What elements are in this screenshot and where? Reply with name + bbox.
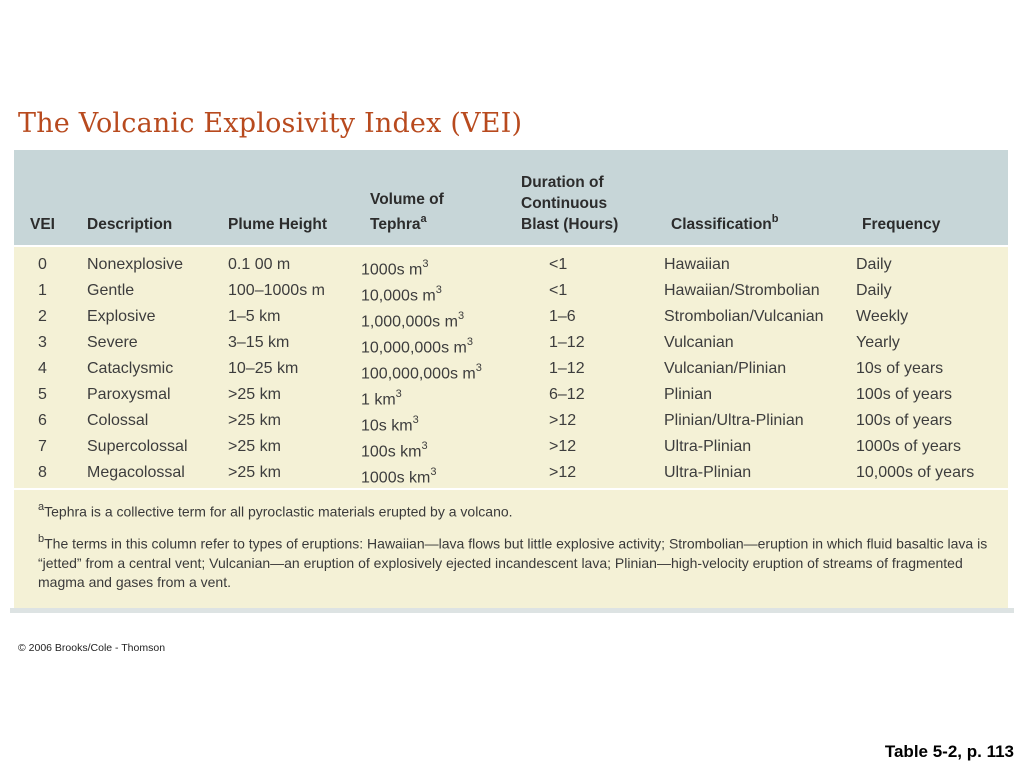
cell-description: Cataclysmic — [87, 360, 174, 377]
cell-volume: 100,000,000s m3 — [361, 362, 482, 383]
cell-vei: 7 — [38, 438, 47, 455]
cell-vei: 3 — [38, 334, 47, 351]
cell-duration: >12 — [549, 464, 577, 481]
cell-plume-height: 3–15 km — [228, 334, 290, 351]
footnote-divider — [14, 488, 1008, 490]
cell-vei: 4 — [38, 360, 47, 377]
cell-volume: 1000s m3 — [361, 258, 429, 279]
vei-table: VEI Description Plume Height Volume of T… — [14, 150, 1008, 608]
cell-classification: Ultra-Plinian — [664, 464, 752, 481]
header-duration: Duration of Continuous Blast (Hours) — [521, 174, 619, 233]
cell-vei: 6 — [38, 412, 47, 429]
cell-volume: 10,000,000s m3 — [361, 336, 473, 357]
cell-description: Nonexplosive — [87, 256, 184, 273]
cell-vei: 5 — [38, 386, 47, 403]
cell-duration: 6–12 — [549, 386, 585, 403]
cell-plume-height: 1–5 km — [228, 308, 281, 325]
cell-volume: 100s km3 — [361, 440, 428, 461]
cell-classification: Vulcanian/Plinian — [664, 360, 787, 377]
cell-frequency: 10s of years — [856, 360, 944, 377]
header-divider — [14, 245, 1008, 247]
table-bottom-strip — [10, 608, 1014, 613]
cell-frequency: 10,000s of years — [856, 464, 975, 481]
cell-plume-height: >25 km — [228, 412, 281, 429]
cell-frequency: 100s of years — [856, 412, 953, 429]
cell-frequency: Yearly — [856, 334, 900, 351]
cell-duration: 1–12 — [549, 334, 585, 351]
cell-frequency: Weekly — [856, 308, 909, 325]
page-title: The Volcanic Explosivity Index (VEI) — [18, 108, 523, 139]
header-plume-height: Plume Height — [228, 216, 328, 233]
footnote-a: aTephra is a collective term for all pyr… — [38, 501, 513, 520]
cell-classification: Plinian/Ultra-Plinian — [664, 412, 804, 429]
cell-vei: 2 — [38, 308, 47, 325]
copyright-notice: © 2006 Brooks/Cole - Thomson — [18, 642, 166, 654]
cell-duration: <1 — [549, 282, 568, 299]
footnote-b: bThe terms in this column refer to types… — [38, 533, 988, 590]
cell-duration: 1–6 — [549, 308, 576, 325]
table-header: VEI Description Plume Height Volume of T… — [14, 150, 1008, 245]
cell-plume-height: >25 km — [228, 438, 281, 455]
cell-plume-height: 0.1 00 m — [228, 256, 291, 273]
cell-description: Paroxysmal — [87, 386, 171, 403]
header-vei: VEI — [30, 216, 55, 233]
cell-volume: 10,000s m3 — [361, 284, 442, 305]
cell-classification: Hawaiian — [664, 256, 730, 273]
cell-duration: >12 — [549, 412, 577, 429]
cell-classification: Strombolian/Vulcanian — [664, 308, 824, 325]
cell-frequency: Daily — [856, 256, 892, 273]
cell-plume-height: >25 km — [228, 464, 281, 481]
cell-vei: 0 — [38, 256, 47, 273]
cell-volume: 1000s km3 — [361, 466, 437, 487]
header-description: Description — [87, 216, 173, 233]
cell-plume-height: 100–1000s m — [228, 282, 325, 299]
cell-frequency: 1000s of years — [856, 438, 961, 455]
cell-description: Supercolossal — [87, 438, 188, 455]
cell-duration: 1–12 — [549, 360, 585, 377]
table-reference: Table 5-2, p. 113 — [884, 742, 1014, 761]
cell-duration: <1 — [549, 256, 568, 273]
cell-plume-height: 10–25 km — [228, 360, 299, 377]
cell-volume: 1 km3 — [361, 388, 402, 409]
cell-classification: Hawaiian/Strombolian — [664, 282, 820, 299]
cell-classification: Plinian — [664, 386, 713, 403]
header-classification: Classificationb — [671, 212, 779, 233]
cell-plume-height: >25 km — [228, 386, 281, 403]
header-volume: Volume of Tephraa — [370, 190, 444, 233]
cell-vei: 8 — [38, 464, 47, 481]
cell-frequency: Daily — [856, 282, 892, 299]
cell-vei: 1 — [38, 282, 47, 299]
cell-description: Megacolossal — [87, 464, 185, 481]
header-frequency: Frequency — [862, 216, 941, 233]
cell-duration: >12 — [549, 438, 577, 455]
cell-description: Colossal — [87, 412, 149, 429]
cell-classification: Ultra-Plinian — [664, 438, 752, 455]
cell-classification: Vulcanian — [664, 334, 734, 351]
cell-volume: 10s km3 — [361, 414, 419, 435]
cell-description: Explosive — [87, 308, 156, 325]
cell-description: Severe — [87, 334, 138, 351]
cell-frequency: 100s of years — [856, 386, 953, 403]
cell-description: Gentle — [87, 282, 135, 299]
cell-volume: 1,000,000s m3 — [361, 310, 465, 331]
